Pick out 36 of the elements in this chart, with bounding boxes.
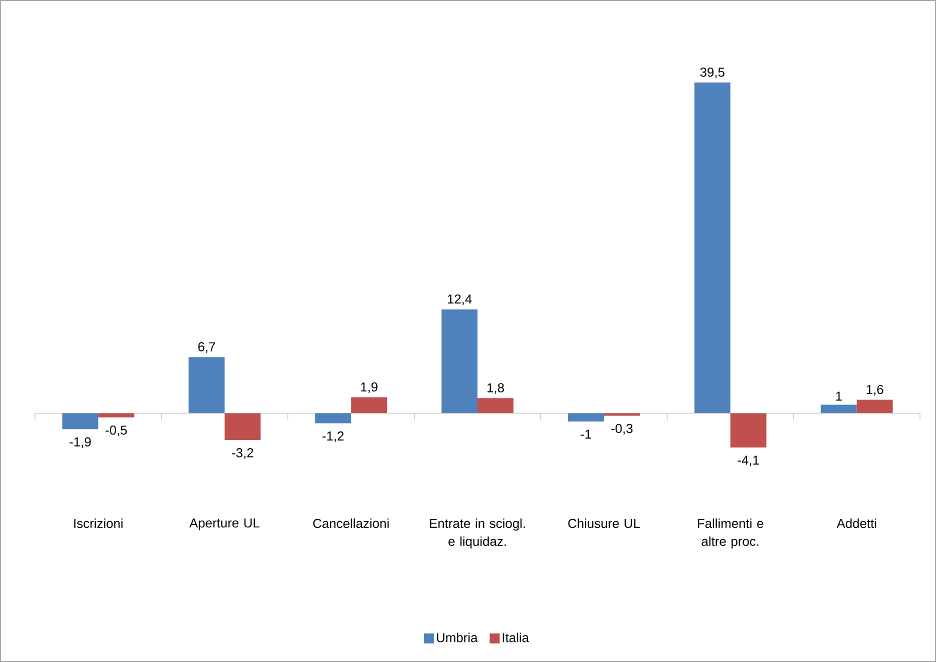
bar (568, 413, 604, 422)
data-label: 1,8 (487, 383, 504, 394)
legend-label: Umbria (436, 632, 478, 642)
x-tick-label: Chiusure UL (568, 518, 640, 528)
data-label: 1,9 (361, 382, 378, 394)
data-label: 39,5 (700, 68, 724, 78)
data-label: -1 (580, 430, 592, 439)
bar (351, 397, 388, 414)
data-label: 6,7 (198, 342, 215, 353)
legend-label: Italia (502, 632, 530, 642)
x-tick-label: Fallimenti e altre proc. (698, 518, 764, 549)
data-label: -3,2 (232, 448, 254, 459)
bar (188, 357, 225, 414)
bar (856, 400, 893, 414)
bar (478, 398, 514, 414)
data-label: -1,2 (322, 431, 344, 442)
bar (62, 413, 98, 430)
x-tick-label: Aperture UL (189, 518, 260, 530)
x-tick-label: Addetti (836, 518, 876, 528)
data-label: -0,5 (106, 426, 127, 436)
bar (694, 82, 730, 414)
x-tick-label: Cancellazioni (313, 518, 389, 528)
bar (224, 413, 261, 440)
data-label: -1,9 (70, 437, 91, 448)
data-label: 1 (836, 392, 842, 401)
x-tick-label: Iscrizioni (74, 518, 123, 528)
bar (730, 413, 766, 448)
bar (820, 404, 857, 414)
data-label: 1,6 (866, 384, 884, 396)
bar (98, 413, 134, 418)
bar (315, 413, 352, 424)
data-label: -0,3 (611, 424, 633, 435)
data-label: -4,1 (738, 456, 759, 466)
data-label: 12,4 (448, 294, 472, 306)
x-tick-label: Entrate in sciogl. e liquidaz. (430, 518, 525, 549)
bar (442, 309, 478, 414)
